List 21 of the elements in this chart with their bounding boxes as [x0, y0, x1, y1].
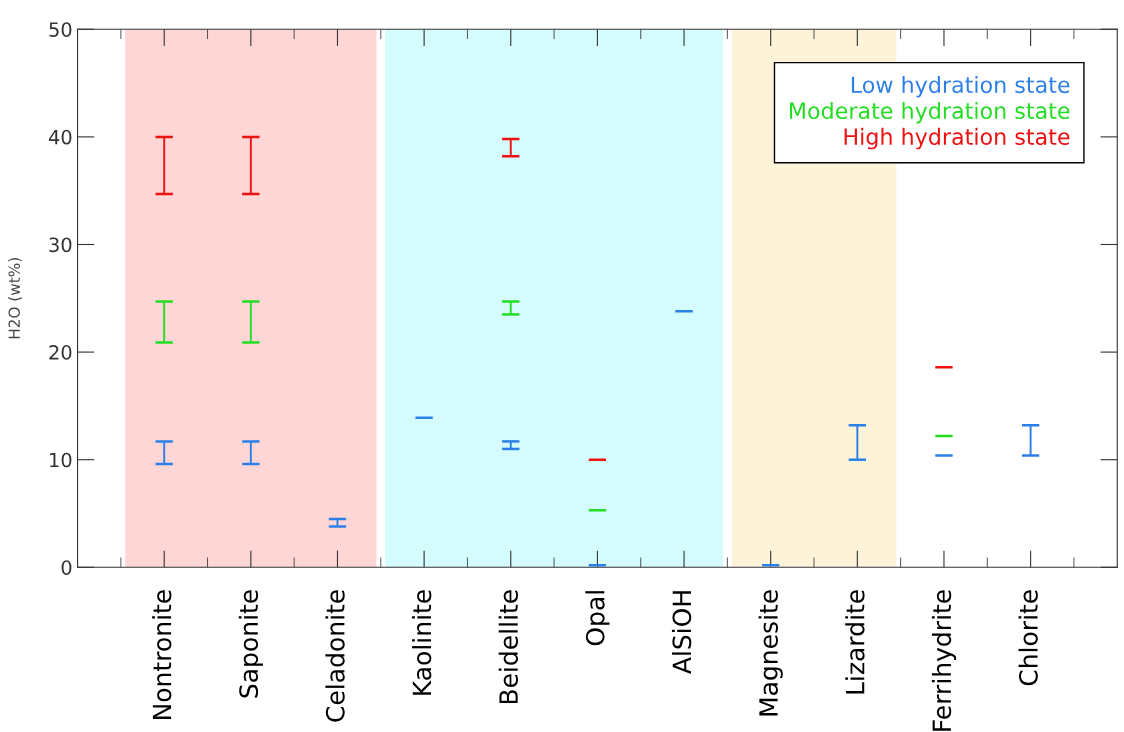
x-tick-label: Ferrihydrite	[931, 590, 957, 731]
x-tick-label: Nontronite	[152, 590, 172, 719]
x-tick-label: Kaolinite	[412, 590, 432, 695]
text: Moderate hydration state	[790, 101, 1070, 124]
text: High hydration state	[844, 127, 1070, 150]
y-tick-label: 10	[50, 452, 72, 468]
x-tick-label: Magnesite	[758, 590, 783, 716]
y-axis-title: H2O (wt%)	[8, 258, 22, 339]
x-tick-label: Beidellite	[498, 590, 519, 704]
x-tick-label: Saponite	[238, 590, 263, 698]
x-tick-label: Chlorite	[1018, 590, 1038, 686]
y-tick-label: 30	[49, 237, 72, 253]
x-tick-label: AlSiOH	[671, 591, 692, 674]
x-tick-label: Celadonite	[325, 590, 345, 722]
y-tick-label: 50	[49, 22, 72, 37]
text: Low hydration state	[851, 75, 1070, 98]
y-tick-label: 0	[61, 560, 72, 575]
y-tick-label: 40	[48, 129, 72, 145]
y-tick-label: 20	[49, 345, 72, 360]
x-tick-label: Lizardite	[845, 590, 865, 694]
x-tick-label: Opal	[585, 591, 610, 646]
